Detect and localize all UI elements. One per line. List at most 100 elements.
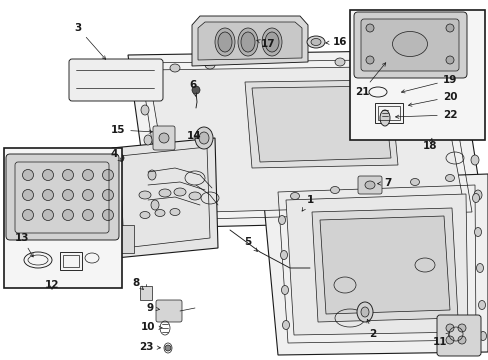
Text: 12: 12	[45, 280, 59, 290]
Ellipse shape	[445, 175, 453, 181]
Ellipse shape	[204, 61, 215, 69]
Text: 7: 7	[377, 178, 391, 188]
Text: 3: 3	[74, 23, 105, 59]
Ellipse shape	[238, 28, 258, 56]
Ellipse shape	[306, 36, 325, 48]
Circle shape	[22, 210, 34, 220]
Ellipse shape	[281, 285, 288, 294]
Text: 4: 4	[110, 149, 121, 161]
Ellipse shape	[414, 54, 424, 62]
Ellipse shape	[479, 332, 486, 341]
Circle shape	[365, 24, 373, 32]
FancyBboxPatch shape	[69, 59, 163, 101]
Ellipse shape	[143, 135, 152, 145]
Ellipse shape	[473, 190, 481, 200]
Ellipse shape	[364, 181, 374, 189]
Circle shape	[159, 133, 169, 143]
Ellipse shape	[473, 228, 481, 237]
Ellipse shape	[280, 251, 287, 260]
FancyBboxPatch shape	[436, 315, 480, 356]
Circle shape	[457, 336, 465, 344]
Ellipse shape	[151, 200, 159, 210]
Ellipse shape	[330, 186, 339, 194]
Ellipse shape	[463, 95, 471, 105]
Text: 8: 8	[132, 278, 143, 289]
Ellipse shape	[467, 125, 475, 135]
Circle shape	[102, 170, 113, 180]
Circle shape	[22, 170, 34, 180]
Ellipse shape	[475, 264, 483, 273]
Polygon shape	[319, 216, 449, 314]
Text: 5: 5	[244, 237, 257, 251]
Circle shape	[445, 336, 453, 344]
Text: 15: 15	[110, 125, 152, 135]
Circle shape	[62, 170, 73, 180]
Bar	[377, 106, 399, 120]
Ellipse shape	[170, 208, 180, 216]
Ellipse shape	[174, 188, 185, 196]
Circle shape	[82, 170, 93, 180]
Ellipse shape	[360, 307, 368, 317]
Circle shape	[445, 56, 453, 64]
Text: 14: 14	[186, 131, 201, 141]
Bar	[140, 286, 152, 300]
Circle shape	[62, 210, 73, 220]
Ellipse shape	[409, 179, 419, 185]
Ellipse shape	[155, 210, 164, 216]
Text: 6: 6	[189, 80, 196, 96]
Polygon shape	[311, 208, 457, 322]
Bar	[63, 255, 79, 267]
Polygon shape	[244, 80, 397, 168]
Circle shape	[445, 24, 453, 32]
Circle shape	[457, 324, 465, 332]
Ellipse shape	[334, 58, 345, 66]
Ellipse shape	[262, 28, 282, 56]
Ellipse shape	[290, 193, 299, 199]
Ellipse shape	[471, 194, 479, 202]
Circle shape	[164, 345, 171, 351]
Ellipse shape	[139, 191, 151, 199]
Ellipse shape	[264, 32, 279, 52]
Polygon shape	[198, 22, 302, 60]
FancyBboxPatch shape	[6, 154, 119, 240]
Ellipse shape	[189, 192, 201, 200]
Polygon shape	[192, 16, 307, 66]
Ellipse shape	[478, 301, 485, 310]
FancyBboxPatch shape	[353, 12, 466, 78]
Ellipse shape	[310, 39, 320, 45]
Text: 20: 20	[407, 92, 456, 106]
Circle shape	[102, 189, 113, 201]
FancyBboxPatch shape	[360, 19, 458, 71]
Ellipse shape	[392, 31, 427, 57]
Ellipse shape	[374, 56, 384, 64]
Bar	[4, 148, 122, 288]
Text: 19: 19	[401, 75, 456, 93]
Text: 23: 23	[139, 342, 160, 352]
Ellipse shape	[470, 155, 478, 165]
Text: 9: 9	[146, 303, 159, 313]
Polygon shape	[251, 86, 390, 162]
Ellipse shape	[379, 110, 389, 126]
Circle shape	[445, 324, 453, 332]
Text: 2: 2	[366, 319, 376, 339]
Ellipse shape	[241, 32, 254, 52]
Ellipse shape	[278, 216, 285, 225]
Ellipse shape	[215, 28, 235, 56]
Ellipse shape	[195, 127, 213, 149]
Polygon shape	[285, 194, 467, 335]
Circle shape	[102, 210, 113, 220]
Circle shape	[192, 86, 200, 94]
FancyBboxPatch shape	[156, 300, 182, 322]
Circle shape	[42, 189, 53, 201]
Ellipse shape	[218, 32, 231, 52]
Ellipse shape	[141, 105, 149, 115]
Circle shape	[22, 189, 34, 201]
Ellipse shape	[455, 65, 463, 75]
Bar	[112, 225, 134, 253]
Text: 11: 11	[432, 332, 449, 347]
FancyBboxPatch shape	[153, 126, 175, 150]
Circle shape	[42, 210, 53, 220]
Circle shape	[82, 210, 93, 220]
Polygon shape	[262, 174, 487, 355]
Ellipse shape	[199, 132, 208, 144]
